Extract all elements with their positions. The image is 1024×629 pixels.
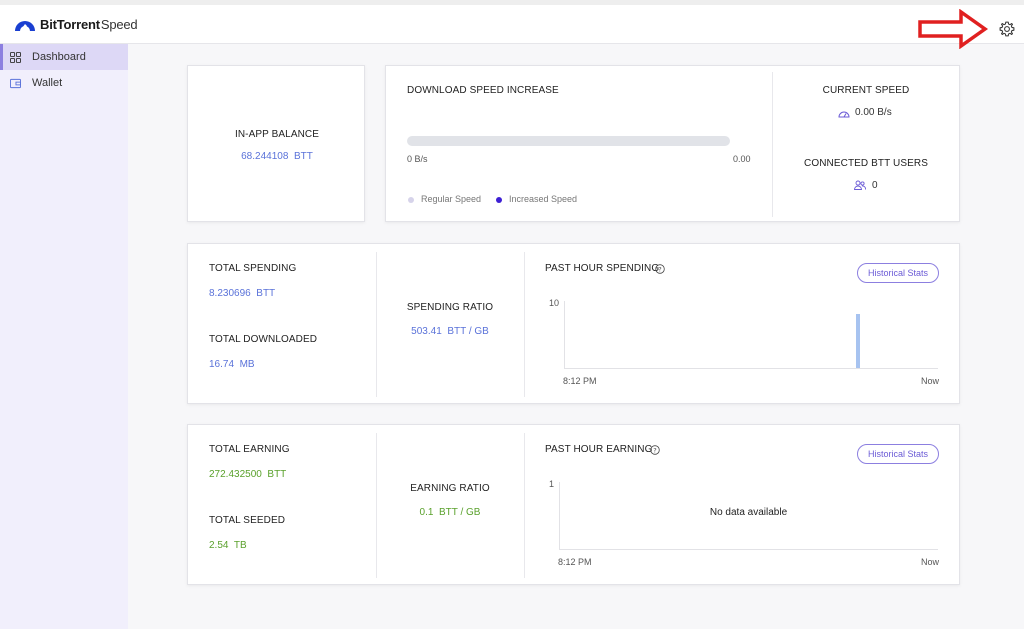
spending-ratio-unit: BTT / GB bbox=[447, 326, 489, 337]
past-hour-earning-title: PAST HOUR EARNING bbox=[545, 444, 653, 455]
earning-x-start-label: 8:12 PM bbox=[558, 557, 592, 567]
settings-gear-icon[interactable] bbox=[998, 20, 1016, 38]
total-seeded-title: TOTAL SEEDED bbox=[209, 515, 286, 526]
speed-progress-bar bbox=[407, 136, 730, 146]
legend-increased: Increased Speed bbox=[509, 194, 578, 204]
sidebar-item-label: Wallet bbox=[32, 77, 63, 89]
help-icon[interactable]: ? bbox=[655, 264, 665, 274]
earning-x-end-label: Now bbox=[921, 557, 940, 567]
current-speed-title: CURRENT SPEED bbox=[822, 85, 910, 96]
total-spending-value: 8.230696 BTT bbox=[209, 288, 275, 299]
balance-value: 68.244108 BTT bbox=[188, 151, 366, 162]
total-earning-unit: BTT bbox=[267, 469, 287, 480]
connected-users-title: CONNECTED BTT USERS bbox=[804, 158, 928, 169]
connected-users-value: 0 bbox=[872, 180, 878, 191]
spending-y-axis bbox=[564, 301, 565, 369]
total-seeded-amount: 2.54 bbox=[209, 540, 229, 551]
balance-card: IN-APP BALANCE 68.244108 BTT bbox=[187, 65, 365, 222]
spending-x-axis bbox=[564, 368, 938, 369]
total-earning-value: 272.432500 BTT bbox=[209, 469, 286, 480]
speed-min-label: 0 B/s bbox=[407, 154, 428, 164]
spending-divider-1 bbox=[376, 252, 377, 397]
users-icon bbox=[854, 180, 866, 190]
balance-amount: 68.244108 bbox=[241, 151, 289, 162]
earning-x-axis bbox=[559, 549, 938, 550]
sidebar-item-label: Dashboard bbox=[32, 51, 86, 63]
total-spending-title: TOTAL SPENDING bbox=[209, 263, 297, 274]
spending-chart-bar bbox=[855, 314, 860, 368]
download-speed-title: DOWNLOAD SPEED INCREASE bbox=[407, 85, 559, 96]
sidebar-item-dashboard[interactable]: Dashboard bbox=[0, 44, 128, 70]
speed-divider bbox=[772, 72, 773, 217]
earning-historical-stats-button[interactable]: Historical Stats bbox=[857, 444, 939, 464]
earning-ratio-value: 0.1 BTT / GB bbox=[376, 507, 524, 518]
spending-ratio-title: SPENDING RATIO bbox=[406, 302, 494, 313]
wallet-icon bbox=[10, 78, 21, 88]
increased-speed-dot bbox=[496, 197, 502, 203]
spending-ratio-amount: 503.41 bbox=[411, 326, 442, 337]
earning-divider-2 bbox=[524, 433, 525, 578]
earning-ratio-title: EARNING RATIO bbox=[410, 483, 490, 494]
total-downloaded-title: TOTAL DOWNLOADED bbox=[209, 334, 318, 345]
svg-text:?: ? bbox=[658, 265, 661, 273]
regular-speed-dot bbox=[408, 197, 414, 203]
total-downloaded-amount: 16.74 bbox=[209, 359, 235, 370]
sidebar: Dashboard Wallet bbox=[0, 44, 128, 629]
balance-unit: BTT bbox=[293, 151, 313, 162]
red-arrow-icon bbox=[918, 9, 989, 49]
app-logo: BitTorrent Speed bbox=[14, 17, 138, 32]
speedometer-icon bbox=[838, 111, 850, 118]
past-hour-spending-title: PAST HOUR SPENDING bbox=[545, 263, 660, 274]
total-seeded-value: 2.54 TB bbox=[209, 540, 247, 551]
spending-divider-2 bbox=[524, 252, 525, 397]
spending-x-end-label: Now bbox=[921, 376, 940, 386]
total-downloaded-value: 16.74 MB bbox=[209, 359, 255, 370]
earning-y-max-label: 1 bbox=[549, 479, 555, 489]
no-data-message: No data available bbox=[709, 507, 788, 518]
spending-card: TOTAL SPENDING 8.230696 BTT TOTAL DOWNLO… bbox=[187, 243, 960, 404]
earning-y-axis bbox=[559, 482, 560, 550]
svg-text:?: ? bbox=[653, 446, 656, 454]
speed-card: DOWNLOAD SPEED INCREASE 0 B/s 0.00 Regul… bbox=[385, 65, 960, 222]
spending-y-max-label: 10 bbox=[549, 298, 560, 308]
help-icon[interactable]: ? bbox=[650, 445, 660, 455]
total-downloaded-unit: MB bbox=[239, 359, 255, 370]
brand-suffix: Speed bbox=[100, 17, 138, 32]
sidebar-item-wallet[interactable]: Wallet bbox=[0, 70, 128, 96]
grid-icon bbox=[10, 51, 21, 63]
earning-card: TOTAL EARNING 272.432500 BTT TOTAL SEEDE… bbox=[187, 424, 960, 585]
current-speed-value: 0.00 B/s bbox=[855, 107, 892, 118]
spending-ratio-value: 503.41 BTT / GB bbox=[376, 326, 524, 337]
legend-regular: Regular Speed bbox=[421, 194, 482, 204]
total-seeded-unit: TB bbox=[233, 540, 247, 551]
top-bar: BitTorrent Speed bbox=[0, 0, 1024, 49]
total-spending-unit: BTT bbox=[256, 288, 276, 299]
balance-title: IN-APP BALANCE bbox=[234, 129, 320, 140]
total-spending-amount: 8.230696 bbox=[209, 288, 251, 299]
bittorrent-logo-icon bbox=[15, 20, 35, 31]
brand-name: BitTorrent bbox=[40, 17, 100, 32]
total-earning-amount: 272.432500 bbox=[209, 469, 262, 480]
earning-ratio-unit: BTT / GB bbox=[438, 507, 481, 518]
spending-historical-stats-button[interactable]: Historical Stats bbox=[857, 263, 939, 283]
total-earning-title: TOTAL EARNING bbox=[209, 444, 290, 455]
speed-max-label: 0.00 bbox=[733, 154, 751, 164]
spending-x-start-label: 8:12 PM bbox=[563, 376, 597, 386]
earning-ratio-amount: 0.1 bbox=[419, 507, 434, 518]
earning-divider-1 bbox=[376, 433, 377, 578]
